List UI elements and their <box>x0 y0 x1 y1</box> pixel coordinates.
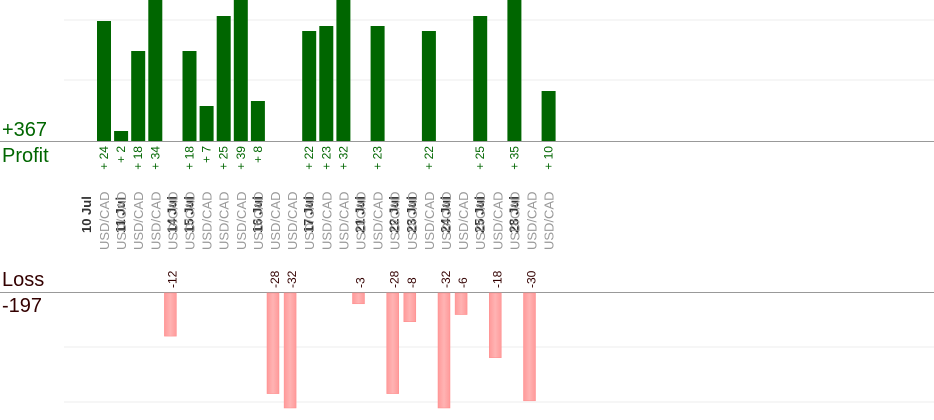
loss-bar <box>489 292 502 358</box>
pair-label: USD/CAD <box>336 191 351 250</box>
pair-label: USD/CAD <box>114 191 129 250</box>
loss-bar <box>523 292 536 402</box>
loss-bar <box>164 292 177 337</box>
date-label: 11 Jul <box>113 197 128 233</box>
date-label: 10 Jul <box>79 196 94 233</box>
profit-bar <box>507 0 522 141</box>
profit-bar <box>302 31 317 141</box>
pair-label: USD/CAD <box>507 191 522 250</box>
profit-bar <box>114 131 129 141</box>
profit-bar <box>336 0 351 141</box>
pair-label: USD/CAD <box>285 191 300 250</box>
loss-value-label: -12 <box>165 270 179 288</box>
profit-bar <box>131 51 146 141</box>
loss-bar <box>403 292 417 322</box>
pair-label: USD/CAD <box>234 191 249 250</box>
pair-label: USD/CAD <box>148 191 163 250</box>
profit-bar <box>473 16 488 141</box>
pair-label: USD/CAD <box>439 191 454 250</box>
date-label: 14 Jul <box>164 196 179 233</box>
pair-label: USD/CAD <box>319 191 334 250</box>
pair-label: USD/CAD <box>183 191 198 250</box>
loss-total: -197 <box>2 295 43 317</box>
pair-label: USD/CAD <box>371 191 386 250</box>
loss-value-label: -8 <box>405 277 419 288</box>
profit-label: Profit <box>2 145 49 167</box>
loss-value-label: -18 <box>490 270 504 288</box>
profit-value-label: + 23 <box>319 146 333 170</box>
date-label: 24 Jul <box>438 196 453 233</box>
pair-label: USD/CAD <box>405 191 420 250</box>
profit-bar <box>199 106 214 141</box>
profit-bar <box>370 26 385 141</box>
loss-bar <box>352 292 365 305</box>
profit-value-label: + 25 <box>217 146 231 170</box>
date-label: 15 Jul <box>182 196 197 233</box>
loss-value-label: -3 <box>354 277 368 288</box>
profit-value-label: + 7 <box>200 146 214 163</box>
profit-value-label: + 18 <box>131 146 145 170</box>
loss-value-label: -30 <box>525 270 539 288</box>
profit-total: +367 <box>2 119 48 141</box>
date-label: 25 Jul <box>472 196 487 233</box>
profit-value-label: + 22 <box>422 146 436 170</box>
loss-label: Loss <box>2 269 45 291</box>
profit-value-label: + 35 <box>507 146 521 170</box>
pair-label: USD/CAD <box>388 191 403 250</box>
loss-value-label: -32 <box>285 270 299 288</box>
date-label: 23 Jul <box>404 196 419 233</box>
pair-label: USD/CAD <box>200 191 215 250</box>
profit-value-label: + 18 <box>183 146 197 170</box>
pair-label: USD/CAD <box>251 191 266 250</box>
profit-bar <box>97 21 111 141</box>
pair-label: USD/CAD <box>97 191 112 250</box>
pair-label: USD/CAD <box>302 191 317 250</box>
loss-value-label: -6 <box>456 277 470 288</box>
profit-bar <box>216 16 231 141</box>
loss-value-label: -28 <box>388 270 402 288</box>
loss-bar <box>437 292 451 409</box>
loss-bar <box>454 292 468 315</box>
pair-label: USD/CAD <box>542 191 557 250</box>
pair-label: USD/CAD <box>131 191 146 250</box>
pair-label: USD/CAD <box>490 191 505 250</box>
pair-label: USD/CAD <box>422 191 437 250</box>
profit-value-label: + 23 <box>371 146 385 170</box>
loss-value-label: -32 <box>439 270 453 288</box>
date-label: 17 Jul <box>301 196 316 233</box>
pair-label: USD/CAD <box>525 191 540 250</box>
loss-bar <box>386 292 399 394</box>
profit-value-label: + 32 <box>336 146 350 170</box>
profit-value-label: + 25 <box>473 146 487 170</box>
date-label: 28 Jul <box>506 196 521 233</box>
profit-bar <box>148 0 163 141</box>
pair-label: USD/CAD <box>456 191 471 250</box>
pair-label: USD/CAD <box>473 191 488 250</box>
profit-bar <box>182 51 197 141</box>
date-label: 22 Jul <box>387 196 402 233</box>
loss-bar <box>266 292 280 394</box>
pair-label: USD/CAD <box>165 191 180 250</box>
profit-bar <box>250 101 265 141</box>
pair-label: USD/CAD <box>217 191 232 250</box>
pair-label: USD/CAD <box>268 191 283 250</box>
profit-value-label: + 10 <box>542 146 556 170</box>
pair-label: USD/CAD <box>354 191 369 250</box>
profit-bar <box>541 91 556 141</box>
profit-value-label: + 24 <box>97 146 111 170</box>
date-label: 21 Jul <box>353 196 368 233</box>
profit-value-label: + 39 <box>234 146 248 170</box>
profit-value-label: + 8 <box>251 146 265 163</box>
profit-value-label: + 2 <box>114 146 128 163</box>
profit-bar <box>319 26 334 141</box>
profit-value-label: + 34 <box>148 146 162 170</box>
loss-bar <box>283 292 297 409</box>
profit-bar <box>233 0 248 141</box>
profit-value-label: + 22 <box>302 146 316 170</box>
date-label: 16 Jul <box>250 196 265 233</box>
loss-value-label: -28 <box>268 270 282 288</box>
profit-bar <box>421 31 436 141</box>
